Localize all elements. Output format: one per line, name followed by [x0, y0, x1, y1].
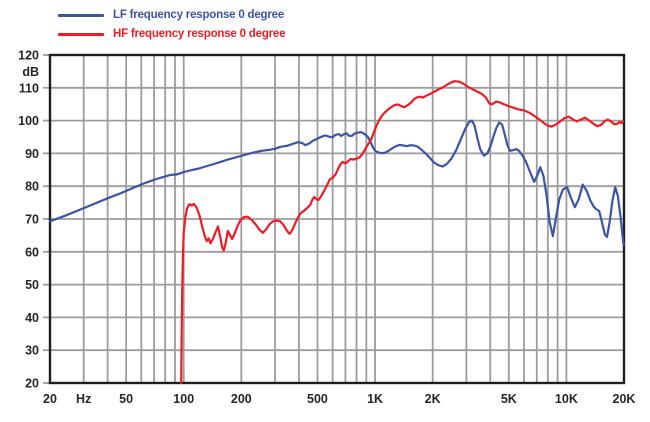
x-tick-label: 100	[173, 392, 194, 406]
y-tick-label: 110	[19, 81, 39, 95]
y-tick-label: 30	[25, 344, 39, 358]
legend-item-hf: HF frequency response 0 degree	[58, 27, 286, 41]
y-tick-label: 60	[25, 245, 39, 259]
plot-border	[48, 53, 626, 385]
chart-legend: LF frequency response 0 degree HF freque…	[58, 8, 286, 41]
x-tick-label: 20K	[613, 392, 636, 406]
y-tick-label: 90	[25, 147, 39, 161]
x-tick-label: 5K	[501, 392, 517, 406]
x-tick-label: 200	[231, 392, 252, 406]
x-tick-label: Hz	[76, 392, 91, 406]
hf-line-swatch	[58, 32, 104, 36]
y-tick-label: 20	[25, 377, 39, 391]
y-tick-label: 40	[25, 311, 39, 325]
legend-item-lf: LF frequency response 0 degree	[58, 8, 285, 22]
x-tick-label: 50	[119, 392, 133, 406]
y-tick-label: 70	[25, 213, 39, 227]
lf-response-curve	[48, 119, 625, 247]
y-tick-label: 80	[25, 180, 39, 194]
y-tick-label: 100	[18, 114, 39, 128]
hf-response-curve	[180, 80, 625, 385]
x-tick-label: 10K	[555, 392, 578, 406]
y-tick-label: 50	[25, 278, 39, 292]
x-tick-label: 1K	[367, 392, 383, 406]
legend-label-lf: LF frequency response 0 degree	[113, 9, 285, 21]
legend-label-hf: HF frequency response 0 degree	[113, 28, 286, 40]
y-tick-label: 120	[18, 49, 39, 63]
x-tick-label: 2K	[425, 392, 441, 406]
x-tick-label: 500	[307, 392, 328, 406]
y-tick-label: dB	[22, 65, 39, 79]
lf-line-swatch	[58, 13, 104, 17]
x-tick-label: 20	[43, 392, 57, 406]
